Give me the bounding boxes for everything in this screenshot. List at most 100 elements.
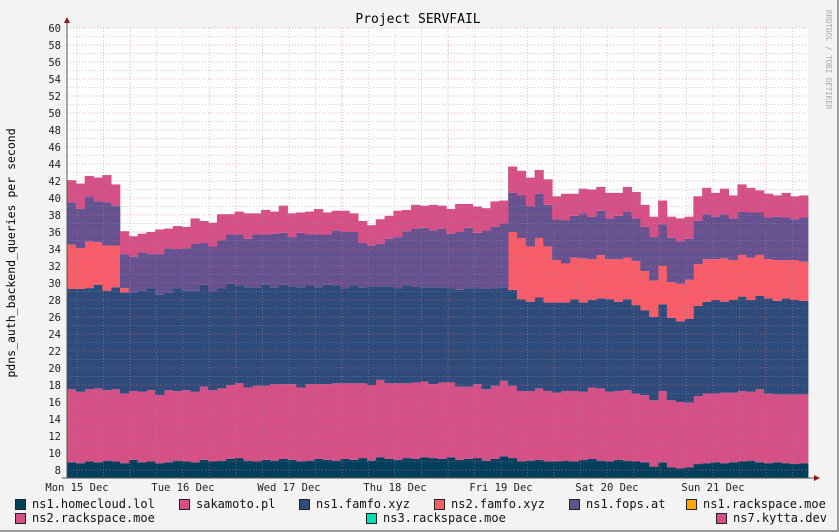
area-ns1-fops-at [393,237,403,289]
area-ns7-kytta-dev [693,196,703,221]
area-sakamoto-pl [366,385,377,461]
area-ns1-homecloud-lol [155,463,165,478]
area-ns1-fops-at [340,232,350,289]
area-ns1-famfo-xyz [261,284,271,386]
area-ns1-fops-at [781,217,791,261]
area-ns2-famfo-xyz [710,259,721,300]
area-ns1-fops-at [146,254,156,289]
y-tick-label: 52 [48,91,61,103]
y-tick-label: 46 [48,142,61,154]
area-ns7-kytta-dev [181,226,191,249]
area-ns7-kytta-dev [111,184,121,206]
y-tick-label: 10 [48,448,61,460]
area-sakamoto-pl [569,390,580,462]
area-sakamoto-pl [393,383,403,460]
area-ns1-homecloud-lol [216,460,227,478]
area-ns1-fops-at [763,217,774,260]
area-sakamoto-pl [119,393,130,464]
area-sakamoto-pl [578,391,588,460]
area-sakamoto-pl [719,392,730,464]
area-ns1-fops-at [596,210,606,255]
area-ns7-kytta-dev [763,193,774,218]
area-ns1-famfo-xyz [622,299,632,391]
area-ns1-fops-at [384,238,394,287]
area-ns1-famfo-xyz [446,288,456,383]
area-ns1-fops-at [481,230,491,289]
legend-label: ns1.famfo.xyz [316,497,410,511]
watermark: RRDTOOL / TOBI OETIKER [824,10,833,110]
area-ns7-kytta-dev [216,214,227,241]
area-ns1-fops-at [622,211,632,258]
area-ns1-famfo-xyz [331,285,341,384]
y-tick-label: 56 [48,57,61,69]
area-ns1-homecloud-lol [719,463,730,478]
area-ns1-fops-at [693,220,703,265]
area-ns1-homecloud-lol [755,462,765,478]
area-ns1-fops-at [411,228,421,287]
area-ns1-fops-at [737,211,747,255]
area-sakamoto-pl [534,388,544,460]
area-ns1-fops-at [93,201,103,243]
area-ns1-fops-at [684,238,694,280]
area-ns7-kytta-dev [384,215,394,239]
area-sakamoto-pl [508,385,518,459]
y-axis-label: pdns_auth_backend_queries per second [4,128,18,377]
chart-title: Project SERVFAIL [355,12,480,27]
area-ns1-famfo-xyz [314,287,324,385]
area-ns1-famfo-xyz [728,300,738,393]
area-ns1-famfo-xyz [508,289,518,386]
area-ns1-fops-at [428,230,438,288]
area-sakamoto-pl [472,384,483,459]
area-ns1-homecloud-lol [490,458,500,478]
area-sakamoto-pl [543,390,553,462]
area-sakamoto-pl [799,394,809,464]
area-ns1-famfo-xyz [208,291,218,391]
area-ns1-famfo-xyz [799,300,809,395]
area-ns7-kytta-dev [455,203,465,232]
area-ns1-famfo-xyz [340,288,350,384]
area-ns1-homecloud-lol [472,458,483,478]
area-ns1-fops-at [499,223,509,288]
area-ns1-fops-at [658,224,668,266]
area-ns1-fops-at [225,234,236,284]
y-tick-label: 14 [48,414,61,426]
area-ns1-fops-at [164,248,174,293]
area-ns1-fops-at [710,216,721,260]
area-sakamoto-pl [225,385,236,459]
legend-swatch-icon [569,498,580,510]
area-sakamoto-pl [746,391,756,461]
area-ns1-homecloud-lol [463,458,474,478]
area-sakamoto-pl [331,383,341,461]
area-ns7-kytta-dev [375,219,385,244]
area-ns2-famfo-xyz [772,260,782,301]
area-sakamoto-pl [155,395,165,464]
area-sakamoto-pl [622,390,632,461]
legend-item: ns2.famfo.xyz [434,497,545,511]
area-ns1-homecloud-lol [331,460,341,478]
area-ns7-kytta-dev [296,212,306,233]
area-ns1-fops-at [375,243,385,287]
area-ns7-kytta-dev [516,170,527,196]
area-ns2-famfo-xyz [781,260,791,299]
legend-swatch-icon [179,498,190,510]
area-sakamoto-pl [75,391,86,464]
area-ns1-fops-at [155,254,165,295]
area-ns1-homecloud-lol [419,457,430,478]
area-sakamoto-pl [437,382,447,459]
area-ns7-kytta-dev [658,200,668,225]
legend-item: ns7.kytta.dev [716,511,827,525]
area-ns1-homecloud-lol [428,458,438,478]
area-ns2-famfo-xyz [737,254,747,297]
area-ns1-famfo-xyz [525,301,535,391]
area-ns1-fops-at [799,217,809,262]
area-ns2-famfo-xyz [578,258,588,303]
area-ns1-famfo-xyz [534,297,544,389]
area-sakamoto-pl [446,382,456,458]
legend-swatch-icon [15,512,26,524]
area-ns2-famfo-xyz [75,248,86,289]
area-ns1-homecloud-lol [119,463,130,478]
area-ns1-homecloud-lol [666,467,677,478]
area-ns1-famfo-xyz [119,292,130,394]
area-ns1-famfo-xyz [578,302,588,392]
area-ns1-famfo-xyz [128,292,138,391]
